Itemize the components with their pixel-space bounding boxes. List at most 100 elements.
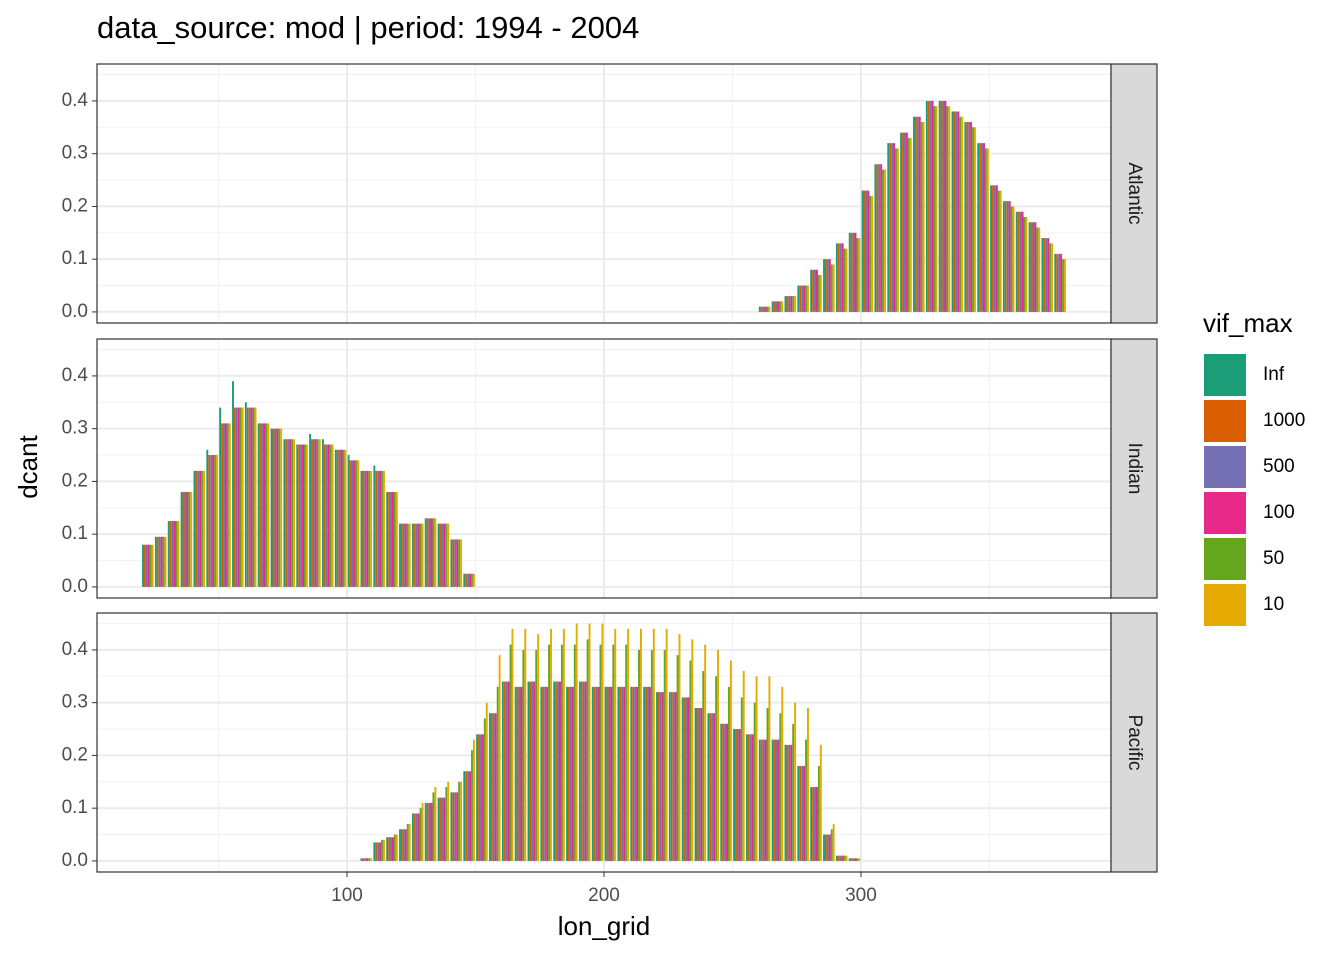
- bar: [289, 439, 292, 587]
- bar: [650, 649, 653, 861]
- bar: [905, 132, 908, 312]
- bar: [639, 628, 642, 861]
- bar: [819, 274, 822, 312]
- bar: [1036, 227, 1039, 312]
- bar: [762, 306, 765, 312]
- bar: [368, 470, 371, 587]
- bar: [612, 644, 615, 861]
- bar: [469, 573, 472, 587]
- bar: [902, 132, 905, 312]
- bar: [147, 544, 150, 587]
- bar: [557, 681, 560, 861]
- bar: [938, 100, 941, 312]
- bar: [733, 729, 736, 861]
- bar: [837, 243, 840, 312]
- bar: [848, 232, 851, 312]
- bar: [995, 185, 998, 312]
- bar: [678, 634, 681, 861]
- bar: [584, 681, 587, 861]
- bar: [797, 765, 800, 861]
- bar: [263, 423, 266, 587]
- legend-label: 50: [1263, 548, 1284, 569]
- y-tick-label: 0.0: [62, 301, 88, 322]
- bar: [406, 523, 409, 587]
- strip-label: Indian: [1124, 443, 1145, 495]
- bar: [867, 190, 870, 312]
- bar: [900, 132, 903, 312]
- bar: [272, 428, 275, 587]
- bar: [1056, 253, 1059, 312]
- bar: [450, 539, 453, 587]
- bar: [302, 444, 304, 587]
- bar: [760, 739, 763, 861]
- bar: [645, 686, 648, 861]
- bar: [608, 686, 611, 861]
- x-tick-label: 200: [588, 885, 620, 906]
- bar: [144, 544, 146, 587]
- bar: [291, 439, 294, 587]
- bar: [173, 520, 176, 587]
- bar: [1049, 243, 1052, 312]
- bar: [465, 573, 468, 587]
- bar: [1004, 201, 1007, 312]
- legend-swatch: [1204, 492, 1246, 534]
- bar: [595, 686, 598, 861]
- bar: [946, 106, 949, 312]
- bar: [865, 190, 868, 312]
- bar: [424, 802, 427, 861]
- bar: [501, 681, 504, 861]
- bar: [700, 707, 703, 861]
- bar: [439, 523, 442, 587]
- bar: [839, 243, 842, 312]
- bar: [803, 285, 806, 312]
- bar: [393, 834, 396, 861]
- bar: [1015, 211, 1018, 312]
- bar: [511, 628, 514, 861]
- bar: [878, 164, 881, 312]
- legend-title: vif_max: [1203, 308, 1293, 338]
- bar: [830, 829, 833, 861]
- bar: [927, 100, 930, 312]
- bar: [175, 520, 178, 587]
- bar: [940, 100, 943, 312]
- legend-label: 1000: [1263, 410, 1305, 431]
- bar: [285, 439, 288, 587]
- bar: [344, 449, 347, 587]
- bar: [715, 676, 718, 861]
- bar: [471, 573, 473, 587]
- bar: [854, 232, 857, 312]
- bar: [775, 301, 778, 312]
- bar: [478, 734, 481, 861]
- bar: [445, 787, 448, 861]
- bar: [441, 797, 444, 861]
- bar: [817, 765, 820, 861]
- bar: [621, 686, 624, 861]
- bar: [694, 707, 697, 861]
- bar: [331, 444, 334, 587]
- strip-label: Atlantic: [1124, 162, 1145, 224]
- bar: [489, 713, 491, 861]
- bar: [399, 829, 401, 861]
- bar: [568, 686, 570, 861]
- bar: [768, 676, 771, 861]
- bar: [1023, 216, 1026, 312]
- bar: [226, 423, 229, 587]
- x-axis-label: lon_grid: [558, 911, 651, 941]
- bar: [544, 686, 547, 861]
- bar: [643, 686, 646, 861]
- bar: [516, 686, 519, 861]
- bar: [261, 423, 264, 587]
- bar: [379, 470, 382, 587]
- bar: [520, 686, 523, 861]
- bar: [832, 264, 835, 312]
- legend-label: Inf: [1263, 364, 1285, 385]
- bar: [360, 470, 363, 587]
- bar: [375, 842, 378, 861]
- bar: [480, 734, 482, 861]
- bar: [428, 802, 431, 861]
- bar: [340, 449, 343, 587]
- bar: [794, 702, 797, 861]
- bar: [180, 491, 183, 587]
- bar: [408, 523, 411, 587]
- bar: [920, 122, 923, 312]
